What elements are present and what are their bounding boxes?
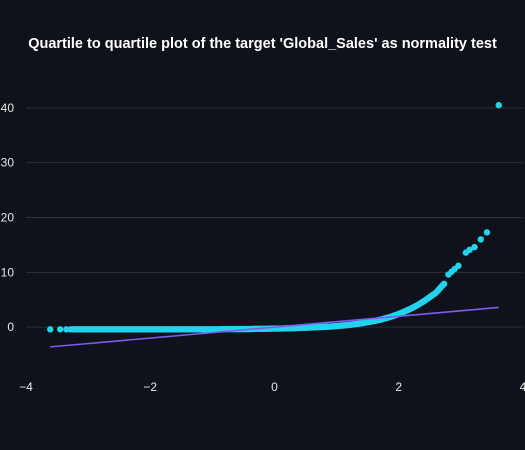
qq-point [165, 326, 173, 333]
qq-point [432, 289, 440, 296]
qq-point [477, 236, 484, 243]
qq-point [178, 326, 185, 333]
qq-point [202, 326, 210, 333]
qq-point [420, 298, 427, 305]
qq-point [358, 320, 365, 327]
qq-point [72, 326, 79, 333]
qq-point [302, 324, 309, 331]
qq-point [339, 322, 347, 329]
qq-point [426, 293, 434, 301]
qq-point [190, 326, 197, 333]
qq-point [345, 321, 353, 329]
qq-point [215, 326, 222, 333]
qq-point [103, 326, 110, 333]
qq-point [196, 326, 204, 333]
qq-point [296, 324, 303, 332]
x-tick-label: 2 [395, 380, 402, 394]
x-tick-label: 0 [271, 380, 278, 394]
y-tick-label: 40 [1, 101, 15, 115]
qq-point [78, 326, 86, 333]
qq-point [171, 326, 179, 333]
qq-point [289, 325, 297, 332]
qq-point [265, 325, 272, 332]
point-layer [47, 101, 502, 348]
qq-point [91, 326, 98, 333]
qq-point [333, 322, 340, 330]
qq-point [314, 323, 322, 331]
y-tick-label: 10 [1, 265, 15, 279]
qq-point [97, 326, 104, 333]
x-tick-label: −2 [143, 380, 157, 394]
qq-point [84, 326, 92, 333]
qq-point [184, 326, 191, 333]
y-tick-label: 20 [1, 211, 15, 225]
qq-point [471, 243, 478, 251]
qq-point [440, 280, 448, 288]
x-tick-label: 4 [520, 380, 525, 394]
tick-layer: 0 10 20 30 40 −4 −2 0 2 4 [1, 101, 525, 394]
qq-point [364, 319, 371, 326]
reference-line [50, 306, 499, 348]
x-tick-label: −4 [19, 380, 33, 394]
qq-point [140, 326, 148, 333]
qq-point [147, 326, 154, 333]
qq-point [47, 326, 54, 333]
qq-point [455, 262, 462, 269]
grid-layer [26, 107, 523, 328]
chart-title: Quartile to quartile plot of the target … [28, 36, 497, 52]
qq-point [67, 326, 74, 333]
qq-point [122, 326, 129, 333]
qq-point [209, 326, 216, 333]
qq-point [321, 323, 328, 331]
y-tick-label: 0 [7, 320, 14, 334]
qq-point [352, 320, 359, 328]
qq-point [56, 326, 64, 333]
qq-point [401, 308, 409, 315]
qq-point [414, 302, 421, 309]
qq-point [483, 229, 491, 236]
qq-point [115, 326, 123, 333]
qq-point [327, 323, 334, 330]
y-tick-label: 30 [1, 156, 15, 170]
qq-point [495, 101, 502, 109]
qq-point [370, 317, 378, 325]
qq-point [128, 326, 135, 333]
qq-point [109, 326, 117, 333]
qq-point [407, 305, 415, 312]
qq-point [153, 326, 160, 333]
qq-point [159, 326, 166, 333]
qq-point [466, 246, 473, 254]
qq-point [134, 326, 142, 333]
qq-point [308, 324, 315, 331]
